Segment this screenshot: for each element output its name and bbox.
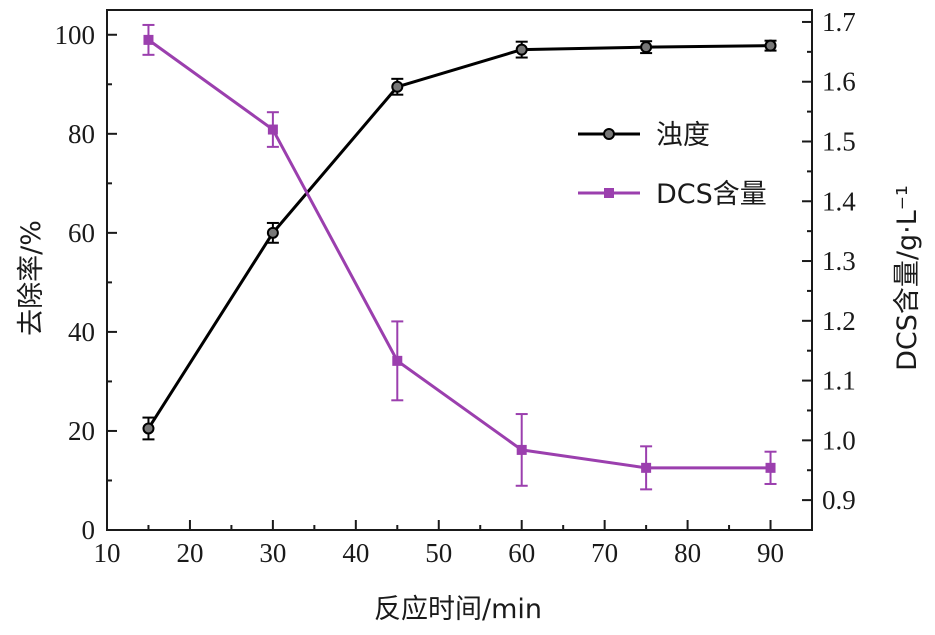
x-tick-label: 60: [508, 538, 535, 568]
x-axis-title: 反应时间/min: [374, 594, 542, 625]
left-y-tick-label: 60: [68, 218, 95, 248]
left-y-tick-label: 0: [82, 515, 96, 545]
series-line-turbidity: [147, 44, 771, 430]
legend-label-turbidity: 浊度: [656, 120, 710, 151]
plot-frame: [106, 9, 813, 531]
x-tick-label: 50: [425, 538, 452, 568]
legend-item-turbidity: 浊度: [578, 120, 710, 151]
data-point-turbidity: [391, 80, 404, 93]
data-point-turbidity: [515, 43, 528, 56]
data-point-dcs: [267, 124, 278, 135]
x-tick-label: 10: [94, 538, 121, 568]
x-tick-label: 20: [176, 538, 203, 568]
x-tick-label: 30: [259, 538, 286, 568]
data-point-dcs: [765, 462, 776, 473]
data-point-dcs: [641, 462, 652, 473]
right-y-tick-label: 1.0: [822, 425, 856, 455]
x-tick-label: 70: [591, 538, 618, 568]
legend-label-dcs: DCS含量: [656, 179, 767, 210]
x-tick-label: 40: [342, 538, 369, 568]
data-point-turbidity: [640, 41, 653, 54]
right-y-tick-label: 1.7: [822, 7, 856, 37]
axes: 10 20 30 40 50 60 70 80 90 0 20 40 60 80 100 0.9 1.0 1.1 1…: [55, 7, 857, 568]
left-y-tick-label: 80: [68, 119, 95, 149]
legend: 浊度 DCS含量: [578, 120, 767, 210]
data-point-dcs: [392, 355, 403, 366]
right-y-tick-label: 1.3: [822, 246, 856, 276]
x-tick-label: 90: [757, 538, 784, 568]
right-y-tick-label: 1.2: [822, 306, 856, 336]
left-y-tick-label: 20: [68, 416, 95, 446]
right-y-tick-label: 1.1: [822, 366, 856, 396]
data-point-dcs: [516, 444, 527, 455]
right-y-tick-label: 0.9: [822, 485, 856, 515]
left-y-tick-label: 100: [55, 20, 96, 50]
data-point-turbidity: [764, 39, 777, 52]
right-y-tick-label: 1.4: [822, 186, 856, 216]
left-axis-title: 去除率/%: [16, 220, 47, 336]
left-y-tick-label: 40: [68, 317, 95, 347]
x-tick-label: 80: [674, 538, 701, 568]
data-point-turbidity: [266, 226, 279, 239]
right-y-tick-label: 1.5: [822, 126, 856, 156]
series-line-dcs: [147, 38, 771, 470]
right-axis-title: DCS含量/g·L⁻¹: [892, 185, 923, 371]
legend-marker-dcs: [604, 188, 614, 198]
legend-marker-turbidity: [603, 128, 615, 140]
data-point-turbidity: [142, 422, 155, 435]
right-y-tick-label: 1.6: [822, 67, 856, 97]
series-layer: [142, 23, 777, 491]
legend-item-dcs: DCS含量: [578, 179, 767, 210]
data-point-dcs: [143, 34, 154, 45]
